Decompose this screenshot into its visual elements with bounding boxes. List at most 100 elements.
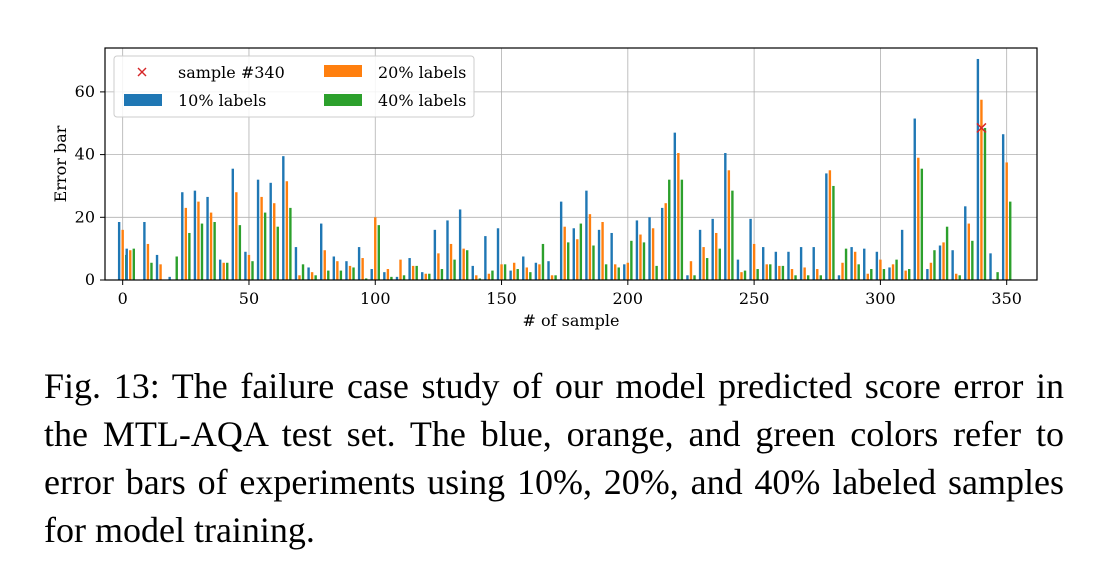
bar-s0-x330 bbox=[951, 250, 954, 280]
bar-s2-x240 bbox=[731, 190, 734, 280]
y-tick-label-0: 0 bbox=[85, 270, 95, 289]
bar-s1-x100 bbox=[374, 217, 377, 280]
bar-s2-x215 bbox=[668, 179, 671, 280]
bar-s2-x40 bbox=[226, 262, 229, 280]
bar-s2-x130 bbox=[453, 259, 456, 280]
bar-s1-x315 bbox=[917, 157, 920, 280]
bar-s0-x185 bbox=[585, 190, 588, 280]
bar-s2-x90 bbox=[352, 267, 355, 280]
bar-s2-x175 bbox=[567, 242, 570, 280]
bar-s2-x290 bbox=[857, 264, 860, 280]
bar-s0-x180 bbox=[572, 228, 575, 280]
bar-s2-x275 bbox=[819, 275, 822, 280]
bar-s1-x75 bbox=[310, 272, 314, 280]
bar-s0-x150 bbox=[496, 228, 500, 280]
bar-s0-x290 bbox=[850, 247, 853, 280]
bar-s0-x125 bbox=[433, 229, 437, 280]
bar-s0-x245 bbox=[736, 259, 740, 280]
bars-group bbox=[117, 58, 1012, 280]
x-tick-label-200: 200 bbox=[613, 289, 644, 308]
bar-s1-x15 bbox=[159, 264, 162, 280]
bar-s5-x3 bbox=[132, 248, 135, 280]
legend-swatch-40 bbox=[324, 94, 362, 106]
bar-s0-x55 bbox=[256, 179, 260, 280]
bar-s1-x190 bbox=[601, 222, 604, 280]
bar-s2-x345 bbox=[996, 272, 999, 280]
bar-s0-x335 bbox=[964, 206, 967, 280]
bar-s1-x350 bbox=[1005, 162, 1008, 280]
bar-s1-x95 bbox=[361, 258, 364, 280]
bar-s0-x340 bbox=[976, 58, 980, 280]
bar-s2-x255 bbox=[769, 264, 772, 280]
bar-s0-x345 bbox=[989, 253, 992, 280]
x-axis-ticks: 0 50 100 150 200 250 300 350 bbox=[118, 280, 1022, 308]
bar-s0-x350 bbox=[1001, 134, 1005, 280]
bar-s1-x335 bbox=[967, 223, 971, 280]
bar-s2-x220 bbox=[680, 179, 684, 280]
bar-s2-x155 bbox=[516, 269, 519, 280]
bar-s2-x305 bbox=[895, 259, 898, 280]
bar-s0-x300 bbox=[875, 251, 879, 280]
bar-s1-x320 bbox=[929, 262, 933, 280]
bar-s0-x80 bbox=[320, 223, 323, 280]
bar-s2-x105 bbox=[390, 276, 393, 280]
bar-s2-x320 bbox=[933, 250, 936, 280]
bar-s2-x85 bbox=[339, 270, 343, 280]
bar-s0-x325 bbox=[938, 245, 942, 280]
bar-s2-x95 bbox=[364, 278, 368, 280]
bar-s2-x340 bbox=[983, 127, 987, 280]
bar-s1-x170 bbox=[550, 275, 554, 280]
bar-s1-x125 bbox=[437, 253, 440, 280]
bar-s0-x315 bbox=[913, 118, 916, 280]
bar-s2-x125 bbox=[440, 269, 444, 280]
bar-s1-x275 bbox=[816, 269, 819, 280]
bar-s2-x135 bbox=[465, 250, 469, 280]
bar-s2-x30 bbox=[200, 223, 204, 280]
bar-s0-x205 bbox=[635, 220, 639, 280]
bar-s0-x255 bbox=[762, 247, 765, 280]
legend-entry-20: 20% labels bbox=[324, 63, 466, 82]
legend-label-marker: sample #340 bbox=[178, 63, 285, 82]
bar-s0-x260 bbox=[774, 251, 778, 280]
bar-s1-x135 bbox=[462, 248, 465, 280]
bar-s2-x45 bbox=[238, 225, 242, 280]
bar-s1-x225 bbox=[689, 261, 693, 280]
bar-s2-x185 bbox=[592, 245, 595, 280]
bar-s1-x215 bbox=[664, 203, 667, 280]
bar-s2-x200 bbox=[630, 240, 633, 280]
bar-s0-x15 bbox=[155, 254, 159, 280]
bar-s2-x35 bbox=[213, 222, 216, 280]
x-tick-label-300: 300 bbox=[865, 289, 896, 308]
bar-s0-x115 bbox=[408, 258, 411, 280]
bar-s1-x105 bbox=[386, 269, 390, 280]
bar-s2-x330 bbox=[958, 275, 961, 280]
bar-s0-x60 bbox=[269, 182, 272, 280]
bar-s1-x330 bbox=[954, 273, 958, 280]
bar-s0-x230 bbox=[698, 229, 702, 280]
bar-s0-x50 bbox=[244, 251, 247, 280]
bar-s2-x325 bbox=[945, 226, 949, 280]
error-bar-chart: 0 50 100 150 200 250 300 350 0 20 40 60 # of sampl… bbox=[51, 47, 1038, 330]
bar-s2-x100 bbox=[377, 225, 380, 280]
bar-s0-x190 bbox=[597, 229, 601, 280]
bar-s1-x40 bbox=[222, 262, 225, 280]
bar-s0-x75 bbox=[307, 267, 310, 280]
bar-s0-x200 bbox=[623, 264, 626, 280]
bar-s0-x160 bbox=[522, 256, 525, 280]
bar-s0-x25 bbox=[181, 192, 184, 280]
bar-s1-x280 bbox=[828, 170, 832, 280]
x-tick-label-100: 100 bbox=[360, 289, 391, 308]
bar-s2-x225 bbox=[693, 275, 696, 280]
x-tick-label-250: 250 bbox=[739, 289, 770, 308]
bar-s1-x295 bbox=[866, 273, 869, 280]
bar-s2-x150 bbox=[503, 264, 507, 280]
bar-s0-x265 bbox=[787, 251, 790, 280]
bar-s1-x140 bbox=[475, 275, 478, 280]
bar-s1-x200 bbox=[626, 262, 630, 280]
marker-x-stroke-b bbox=[976, 122, 987, 133]
bar-s2-x350 bbox=[1009, 201, 1012, 280]
bar-s2-x120 bbox=[428, 273, 431, 280]
bar-s2-x75 bbox=[314, 275, 317, 280]
y-axis-ticks: 0 20 40 60 bbox=[75, 82, 105, 289]
bar-s4-x3 bbox=[129, 250, 132, 280]
